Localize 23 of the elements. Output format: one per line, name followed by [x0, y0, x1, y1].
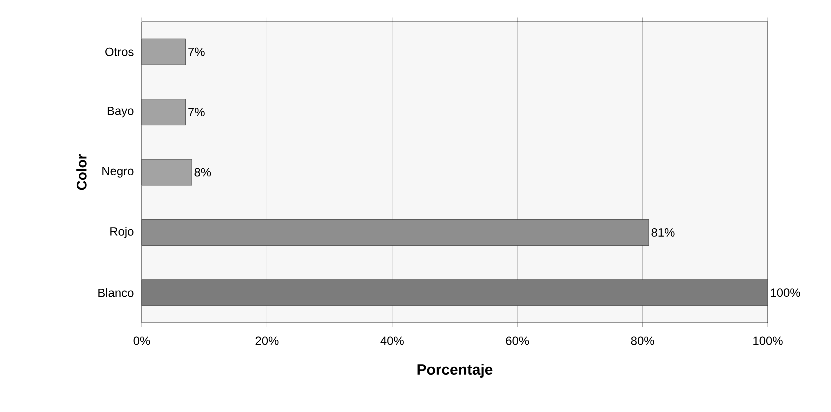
bar	[142, 159, 192, 186]
x-tick-label: 80%	[631, 336, 654, 346]
y-axis-title: Color	[76, 154, 87, 190]
x-axis-title: Porcentaje	[418, 364, 493, 378]
bar	[142, 38, 186, 66]
data-label: 7%	[188, 108, 205, 116]
x-tick-label: 40%	[380, 336, 404, 346]
bar	[142, 280, 768, 306]
y-tick-label: Otros	[106, 48, 134, 56]
data-label: 8%	[194, 168, 212, 177]
x-tick-label: 20%	[256, 336, 279, 346]
data-label: 100%	[771, 288, 800, 298]
bar	[142, 99, 186, 126]
y-tick-label: Bayo	[108, 106, 134, 118]
data-label: 7%	[188, 48, 205, 56]
x-tick-label: 60%	[506, 336, 530, 346]
y-tick-label: Rojo	[110, 227, 134, 238]
bar	[142, 220, 650, 246]
y-tick-label: Blanco	[98, 288, 134, 298]
x-tick-label: 0%	[134, 336, 150, 346]
x-tick-label: 100%	[754, 336, 783, 346]
data-label: 81%	[652, 228, 675, 237]
y-tick-label: Negro	[102, 167, 134, 178]
